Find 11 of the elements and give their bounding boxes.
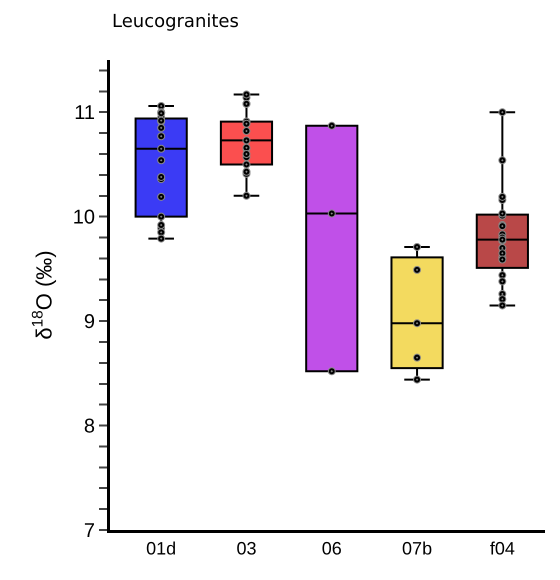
x-tick-label: 06 bbox=[322, 538, 342, 559]
x-tick-label: f04 bbox=[490, 538, 515, 559]
y-tick-label: 9 bbox=[84, 311, 95, 334]
y-tick-label: 11 bbox=[74, 102, 95, 124]
y-tick-label: 10 bbox=[72, 206, 95, 229]
chart-title: Leucogranites bbox=[112, 11, 239, 32]
y-tick-label: 7 bbox=[84, 520, 95, 542]
y-tick-label: 8 bbox=[84, 416, 95, 438]
x-tick-label: 07b bbox=[402, 538, 432, 559]
x-tick-label: 01d bbox=[146, 538, 176, 559]
x-tick-label: 03 bbox=[236, 538, 256, 559]
